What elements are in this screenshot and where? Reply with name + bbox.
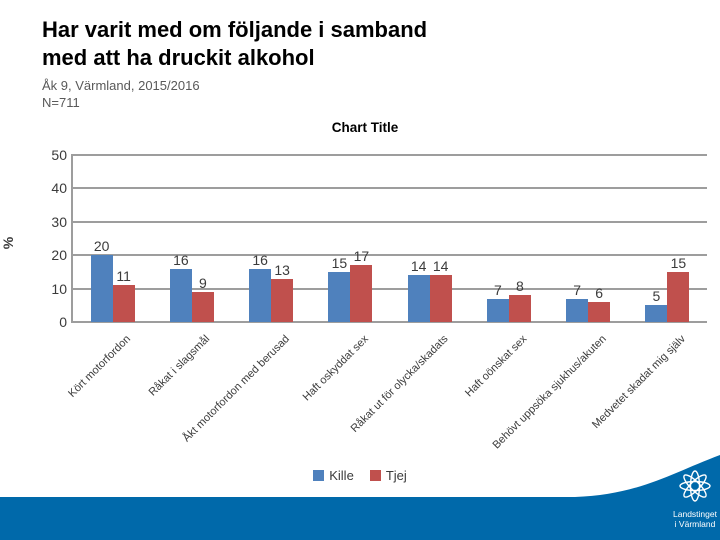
bar-wrap: 14 (429, 258, 452, 322)
y-tick-label: 40 (51, 180, 67, 197)
x-axis-label: Medvetet skadat mig själv (589, 333, 688, 431)
slide-subtitle: Åk 9, Värmland, 2015/2016 (42, 78, 200, 93)
bar-group: 16 13 (232, 155, 311, 322)
bar-wrap: 17 (350, 248, 373, 322)
x-axis-label: Haft oönskat sex (462, 333, 530, 400)
x-axis-label: Råkat i slagsmål (146, 333, 213, 399)
bar-kille (169, 268, 192, 322)
bar-kille (90, 255, 113, 322)
slide-title-line1: Har varit med om följande i samband (42, 17, 428, 42)
sample-size-label: N=711 (42, 95, 80, 110)
legend-label: Tjej (385, 468, 407, 483)
bar-tjej (271, 278, 294, 322)
bar-tjej (508, 295, 531, 322)
data-label: 15 (670, 254, 687, 271)
gridline (73, 321, 707, 323)
bar-tjej (588, 301, 611, 322)
bar-tjej (667, 271, 690, 322)
bar-tjej (429, 275, 452, 322)
gridline (73, 254, 707, 257)
legend-item-kille: Kille (313, 468, 354, 483)
y-tick-label: 0 (59, 314, 67, 330)
footer-logo-line1: Landstinget (673, 509, 718, 519)
bar-kille (328, 271, 351, 322)
bar-wrap: 16 (169, 251, 192, 322)
bar-wrap: 7 (566, 281, 589, 322)
footer-wave: Landstinget i Värmland (0, 455, 720, 540)
x-axis-label: Kört motorfordon (66, 333, 134, 400)
bar-wrap: 7 (486, 281, 509, 322)
data-label: 14 (410, 258, 427, 275)
bar-group: 16 9 (152, 155, 231, 322)
data-label: 20 (93, 238, 110, 255)
data-label: 11 (116, 268, 131, 285)
y-tick-label: 10 (51, 280, 67, 297)
footer-wave-shape (0, 455, 720, 540)
bar-wrap: 15 (328, 254, 351, 322)
bar-wrap: 6 (588, 284, 611, 322)
footer-logo-line2: i Värmland (675, 519, 716, 529)
chart-area[interactable]: 0 10 20 30 40 50 % 20 11 16 9 16 13 15 17 14 14 7 8 7 6 5 15… (0, 140, 720, 485)
bar-kille (407, 275, 430, 322)
x-axis-label: Haft oskyddat sex (300, 333, 371, 404)
bar-kille (645, 305, 668, 322)
bar-wrap: 8 (508, 278, 531, 322)
gridline (73, 220, 707, 223)
bar-tjej (191, 291, 214, 322)
gridline (73, 154, 707, 156)
data-label: 17 (353, 248, 370, 265)
chart-title: Chart Title (331, 120, 399, 135)
y-tick-label: 20 (51, 247, 67, 264)
data-label: 8 (515, 278, 524, 295)
y-axis-title: % (0, 236, 17, 250)
bar-group: 14 14 (390, 155, 469, 322)
data-label: 16 (252, 251, 268, 268)
legend: Kille Tjej (0, 468, 720, 483)
legend-swatch-icon (313, 470, 325, 481)
y-tick-label: 30 (51, 213, 67, 230)
bar-kille (249, 268, 272, 322)
data-label: 13 (274, 261, 290, 278)
data-label: 7 (573, 281, 582, 298)
bar-group: 5 15 (628, 155, 707, 322)
bar-wrap: 13 (271, 261, 294, 322)
bar-groups: 20 11 16 9 16 13 15 17 14 14 7 8 7 6 5 15 (73, 155, 707, 322)
landstinget-flower-icon (679, 470, 711, 502)
bar-wrap: 5 (645, 288, 668, 322)
bar-wrap: 11 (112, 268, 135, 322)
data-label: 9 (198, 274, 207, 291)
data-label: 15 (331, 254, 348, 271)
bar-group: 15 17 (311, 155, 390, 322)
gridline (73, 287, 707, 290)
bar-tjej (112, 285, 135, 322)
bar-wrap: 9 (191, 274, 214, 322)
data-label: 6 (595, 284, 604, 301)
slide-title: Har varit med om följande i samband med … (42, 16, 602, 72)
legend-item-tjej: Tjej (369, 468, 407, 483)
bar-wrap: 14 (407, 258, 430, 322)
bar-kille (486, 298, 509, 322)
bar-group: 20 11 (73, 155, 152, 322)
data-label: 14 (432, 258, 449, 275)
bar-wrap: 16 (249, 251, 272, 322)
bar-wrap: 15 (667, 254, 690, 322)
bar-wrap: 20 (90, 238, 113, 322)
y-axis-line (71, 154, 73, 323)
data-label: 7 (493, 281, 502, 298)
gridline (73, 187, 707, 190)
legend-label: Kille (329, 468, 354, 483)
data-label: 16 (173, 251, 189, 268)
legend-swatch-icon (369, 470, 381, 481)
slide-title-line2: med att ha druckit alkohol (42, 45, 315, 70)
bar-kille (566, 298, 589, 322)
y-tick-label: 50 (51, 147, 67, 163)
data-label: 5 (652, 288, 661, 305)
bar-tjej (350, 265, 373, 322)
